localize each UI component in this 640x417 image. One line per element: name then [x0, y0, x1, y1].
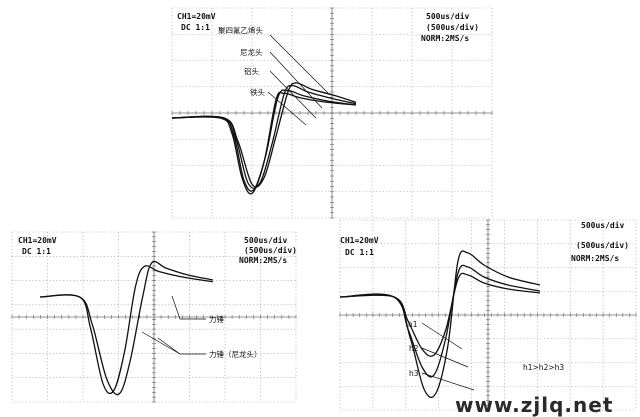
leader-iron [267, 91, 307, 126]
label-h3: h3 [409, 369, 419, 378]
bl-dc-label: DC 1:1 [22, 247, 51, 256]
top-traces [171, 82, 357, 195]
leader-h1 [421, 322, 463, 350]
trace-0-2 [171, 84, 357, 189]
label-h2: h2 [409, 344, 419, 353]
watermark: www.zjlq.net [455, 393, 613, 417]
label-hammer-nylon: 力锤（尼龙头） [209, 349, 262, 359]
br-sample-rate: NORM:2MS/s [571, 254, 619, 263]
label-nylon-head: 尼龙头 [240, 47, 263, 57]
leader-nylon [269, 51, 323, 109]
bottom-right-panel: CH1=20mV DC 1:1 500us/div (500us/div) NO… [339, 219, 637, 411]
top-dc-label: DC 1:1 [181, 23, 210, 32]
leader-ptfe [269, 34, 331, 96]
leader-aluminum [269, 70, 317, 119]
top-timebase-sub: (500us/div) [426, 22, 479, 32]
bl-timebase-sub: (500us/div) [244, 245, 297, 255]
leader-hammer-nylon-2 [141, 331, 181, 355]
label-hammer: 力锤 [209, 314, 224, 324]
bl-ch-label: CH1=20mV [18, 236, 57, 245]
height-relation: h1>h2>h3 [523, 363, 564, 372]
leader-hammer [171, 295, 206, 320]
label-aluminum-head: 铝头 [244, 66, 259, 76]
top-sample-rate: NORM:2MS/s [421, 34, 469, 43]
trace-2-2 [339, 250, 541, 399]
br-ch-label: CH1=20mV [340, 236, 379, 245]
label-ptfe-head: 聚四氟乙烯头 [218, 25, 263, 35]
trace-0-1 [171, 89, 357, 192]
br-timebase: 500us/div [581, 220, 625, 230]
trace-1-1 [39, 260, 213, 396]
trace-0-3 [171, 82, 357, 188]
label-h1: h1 [408, 320, 418, 329]
leader-h3 [421, 372, 475, 391]
trace-1-0 [39, 265, 213, 395]
bl-sample-rate: NORM:2MS/s [239, 256, 287, 265]
br-traces [339, 250, 541, 399]
leader-h2 [421, 347, 469, 368]
top-panel: CH1=20mV DC 1:1 500us/div (500us/div) NO… [171, 7, 493, 219]
bl-traces [39, 260, 213, 396]
trace-2-0 [339, 272, 541, 357]
br-dc-label: DC 1:1 [345, 248, 374, 257]
bottom-left-panel: CH1=20mV DC 1:1 500us/div (500us/div) NO… [11, 231, 297, 403]
label-iron-head: 铁头 [250, 87, 265, 97]
bl-timebase: 500us/div [244, 235, 288, 245]
br-timebase-sub: (500us/div) [576, 240, 629, 250]
top-ch-label: CH1=20mV [177, 12, 216, 21]
leader-hammer-nylon [157, 337, 206, 355]
trace-2-1 [339, 264, 541, 378]
top-timebase: 500us/div [426, 11, 470, 21]
